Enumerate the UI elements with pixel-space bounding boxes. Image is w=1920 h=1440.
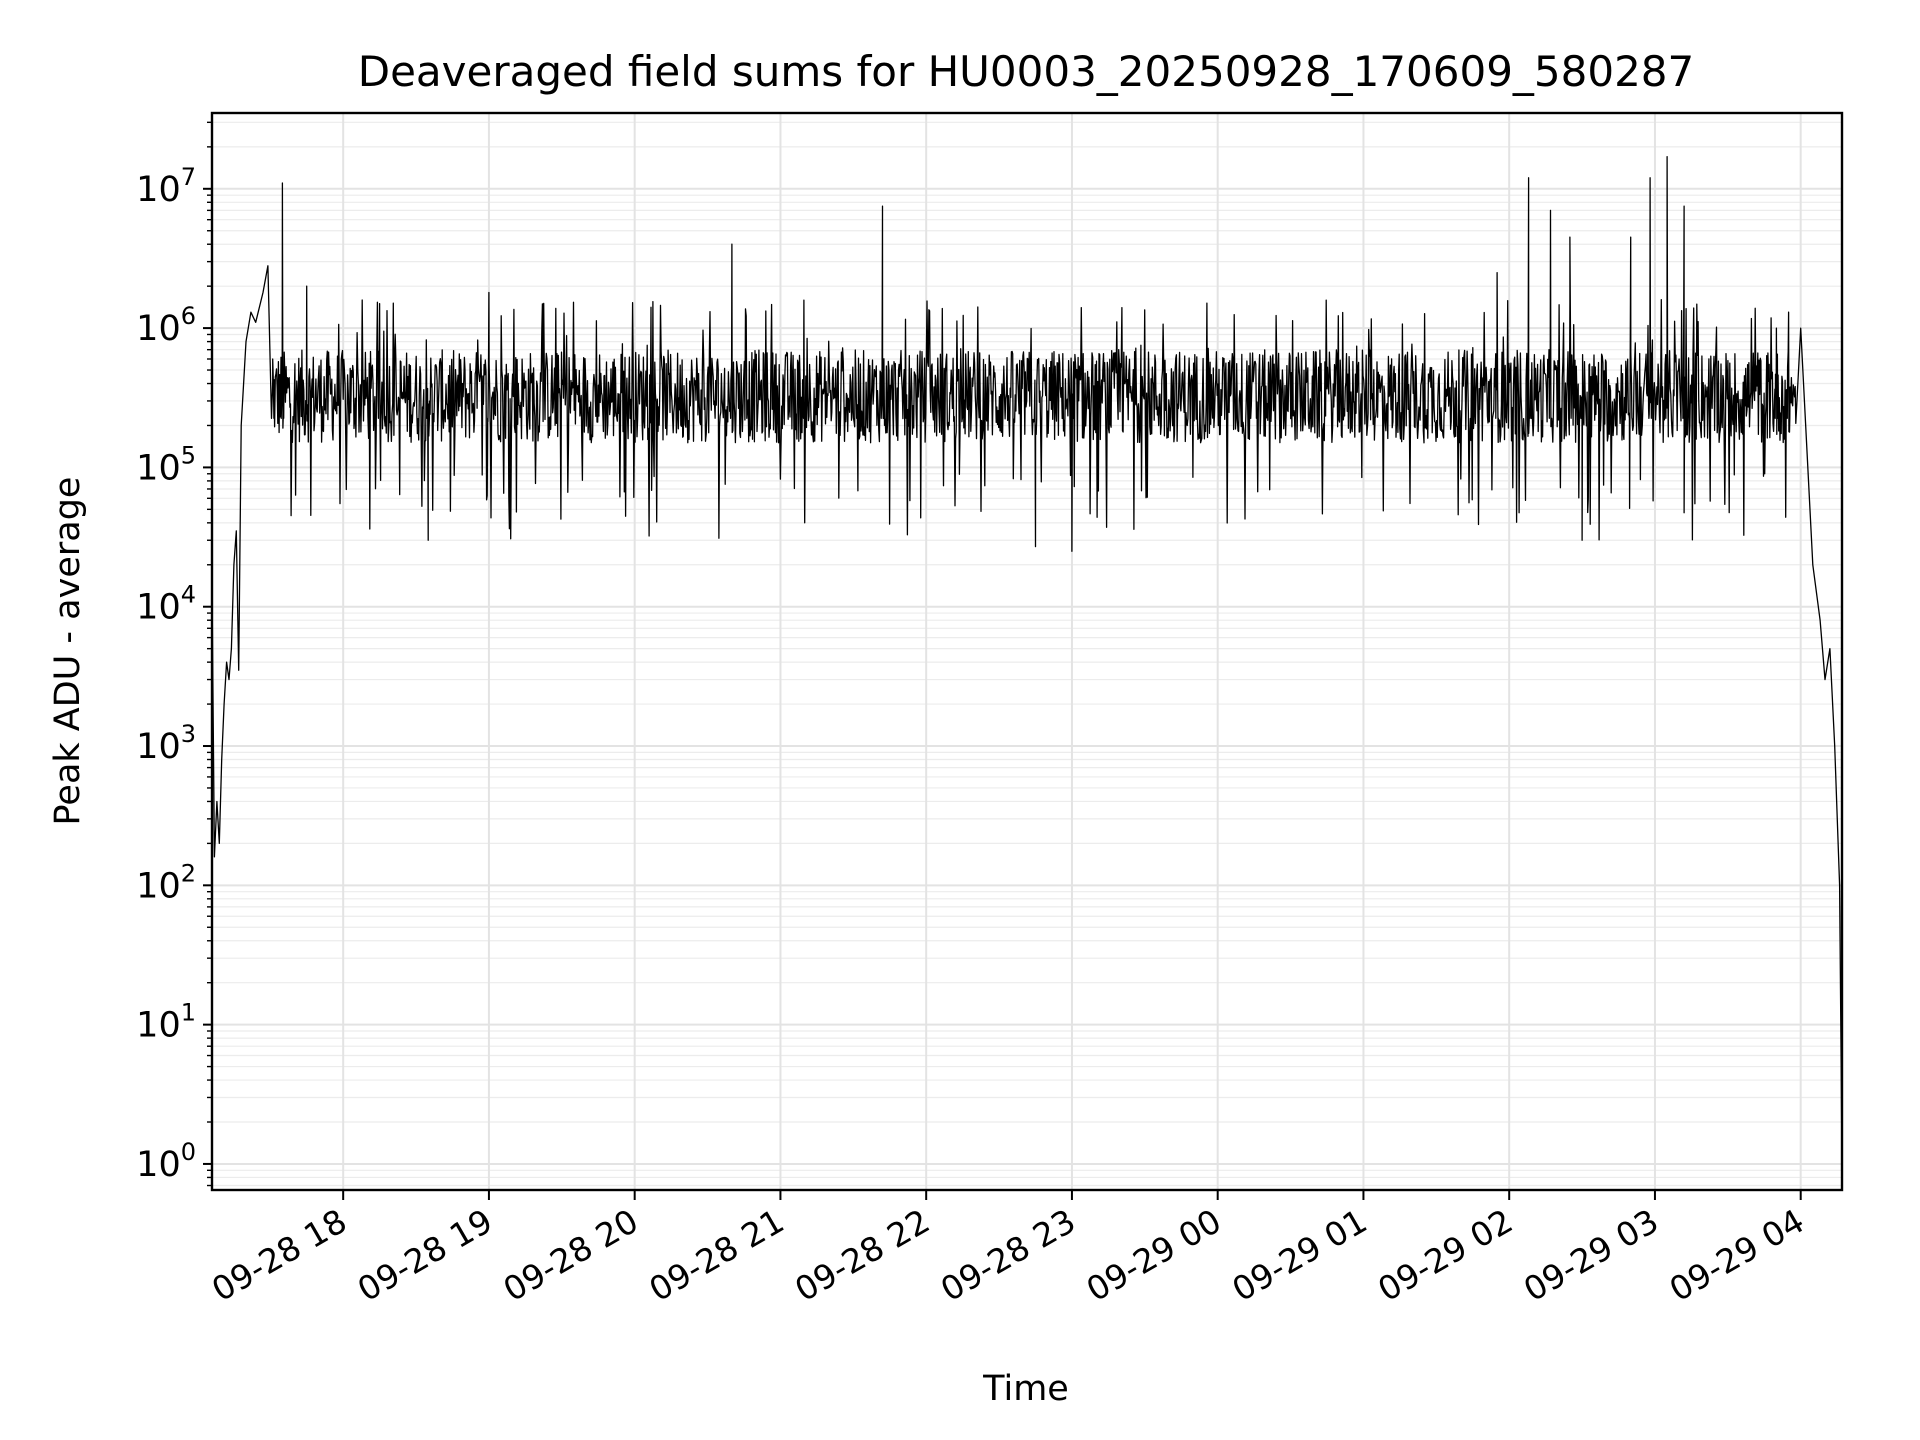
x-tick-label: 09-29 03 — [1517, 1201, 1665, 1309]
x-tick-label: 09-29 02 — [1371, 1201, 1519, 1309]
y-tick-label: 106 — [136, 302, 196, 349]
y-tick-label: 103 — [136, 720, 196, 767]
x-tick-label: 09-29 01 — [1225, 1201, 1373, 1309]
x-tick-label: 09-28 21 — [642, 1201, 790, 1309]
series-line — [211, 156, 1843, 1164]
y-tick-label: 100 — [136, 1138, 196, 1185]
y-tick-label: 107 — [136, 163, 196, 210]
y-tick-label: 105 — [136, 441, 196, 488]
x-tick-label: 09-29 00 — [1080, 1201, 1228, 1309]
x-tick-label: 09-28 23 — [934, 1201, 1082, 1309]
chart-title: Deaveraged field sums for HU0003_2025092… — [358, 47, 1695, 96]
y-tick-label: 101 — [136, 999, 196, 1046]
y-axis: 100 101 102 103 104 105 106 107 — [136, 121, 212, 1187]
y-tick-label: 102 — [136, 859, 196, 906]
grid — [212, 113, 1842, 1190]
x-tick-label: 09-28 18 — [205, 1201, 353, 1309]
y-axis-label: Peak ADU - average — [48, 477, 88, 826]
x-tick-label: 09-29 04 — [1663, 1201, 1811, 1309]
x-tick-label: 09-28 19 — [351, 1201, 499, 1309]
x-tick-label: 09-28 22 — [788, 1201, 936, 1309]
y-tick-label: 104 — [136, 581, 196, 628]
x-axis-label: Time — [982, 1369, 1069, 1409]
x-tick-label: 09-28 20 — [497, 1201, 645, 1309]
plot-frame — [210, 111, 1844, 1192]
